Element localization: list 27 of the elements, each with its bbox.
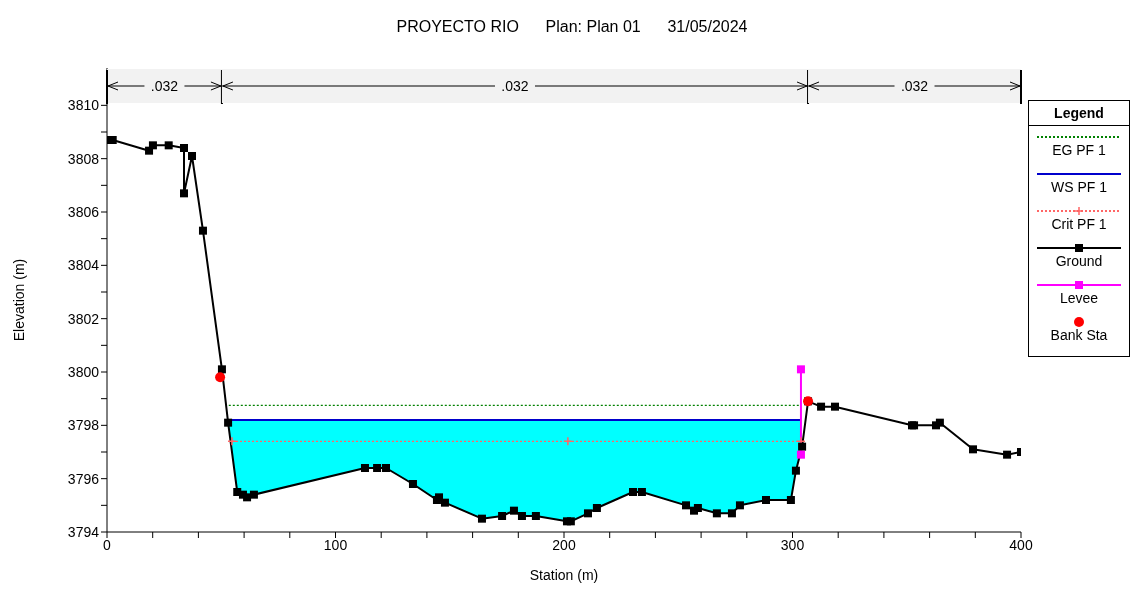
y-tick-label: 3804 — [67, 257, 100, 274]
legend-title: Legend — [1029, 101, 1129, 126]
y-tick-label: 3810 — [67, 97, 100, 114]
y-axis-title: Elevation (m) — [10, 258, 27, 342]
x-axis-title: Station (m) — [529, 567, 599, 583]
x-tick-label: 0 — [103, 536, 112, 553]
legend-label: Levee — [1058, 290, 1100, 306]
x-tick-label: 100 — [323, 536, 348, 553]
legend-label: EG PF 1 — [1051, 142, 1107, 158]
y-tick-label: 3802 — [67, 310, 100, 327]
y-tick-label: 3798 — [67, 417, 100, 434]
band-label: .032 — [150, 78, 179, 94]
chart-title: PROYECTO RIO Plan: Plan 01 31/05/2024 — [395, 18, 749, 36]
band-label: .032 — [501, 78, 529, 94]
legend-label: Bank Sta — [1049, 327, 1109, 343]
y-tick-label: 3808 — [67, 150, 100, 167]
y-tick-label: 3800 — [67, 363, 100, 380]
legend-label: WS PF 1 — [1050, 179, 1108, 195]
legend-label: Ground — [1054, 253, 1104, 269]
legend-label: Crit PF 1 — [1050, 216, 1108, 232]
y-tick-label: 3796 — [67, 470, 100, 487]
x-tick-label: 200 — [552, 536, 576, 553]
x-tick-label: 400 — [1009, 536, 1033, 553]
band-label: .032 — [900, 78, 929, 94]
x-tick-label: 300 — [780, 536, 805, 553]
y-tick-label: 3806 — [67, 203, 100, 220]
y-tick-label: 3794 — [67, 523, 100, 540]
